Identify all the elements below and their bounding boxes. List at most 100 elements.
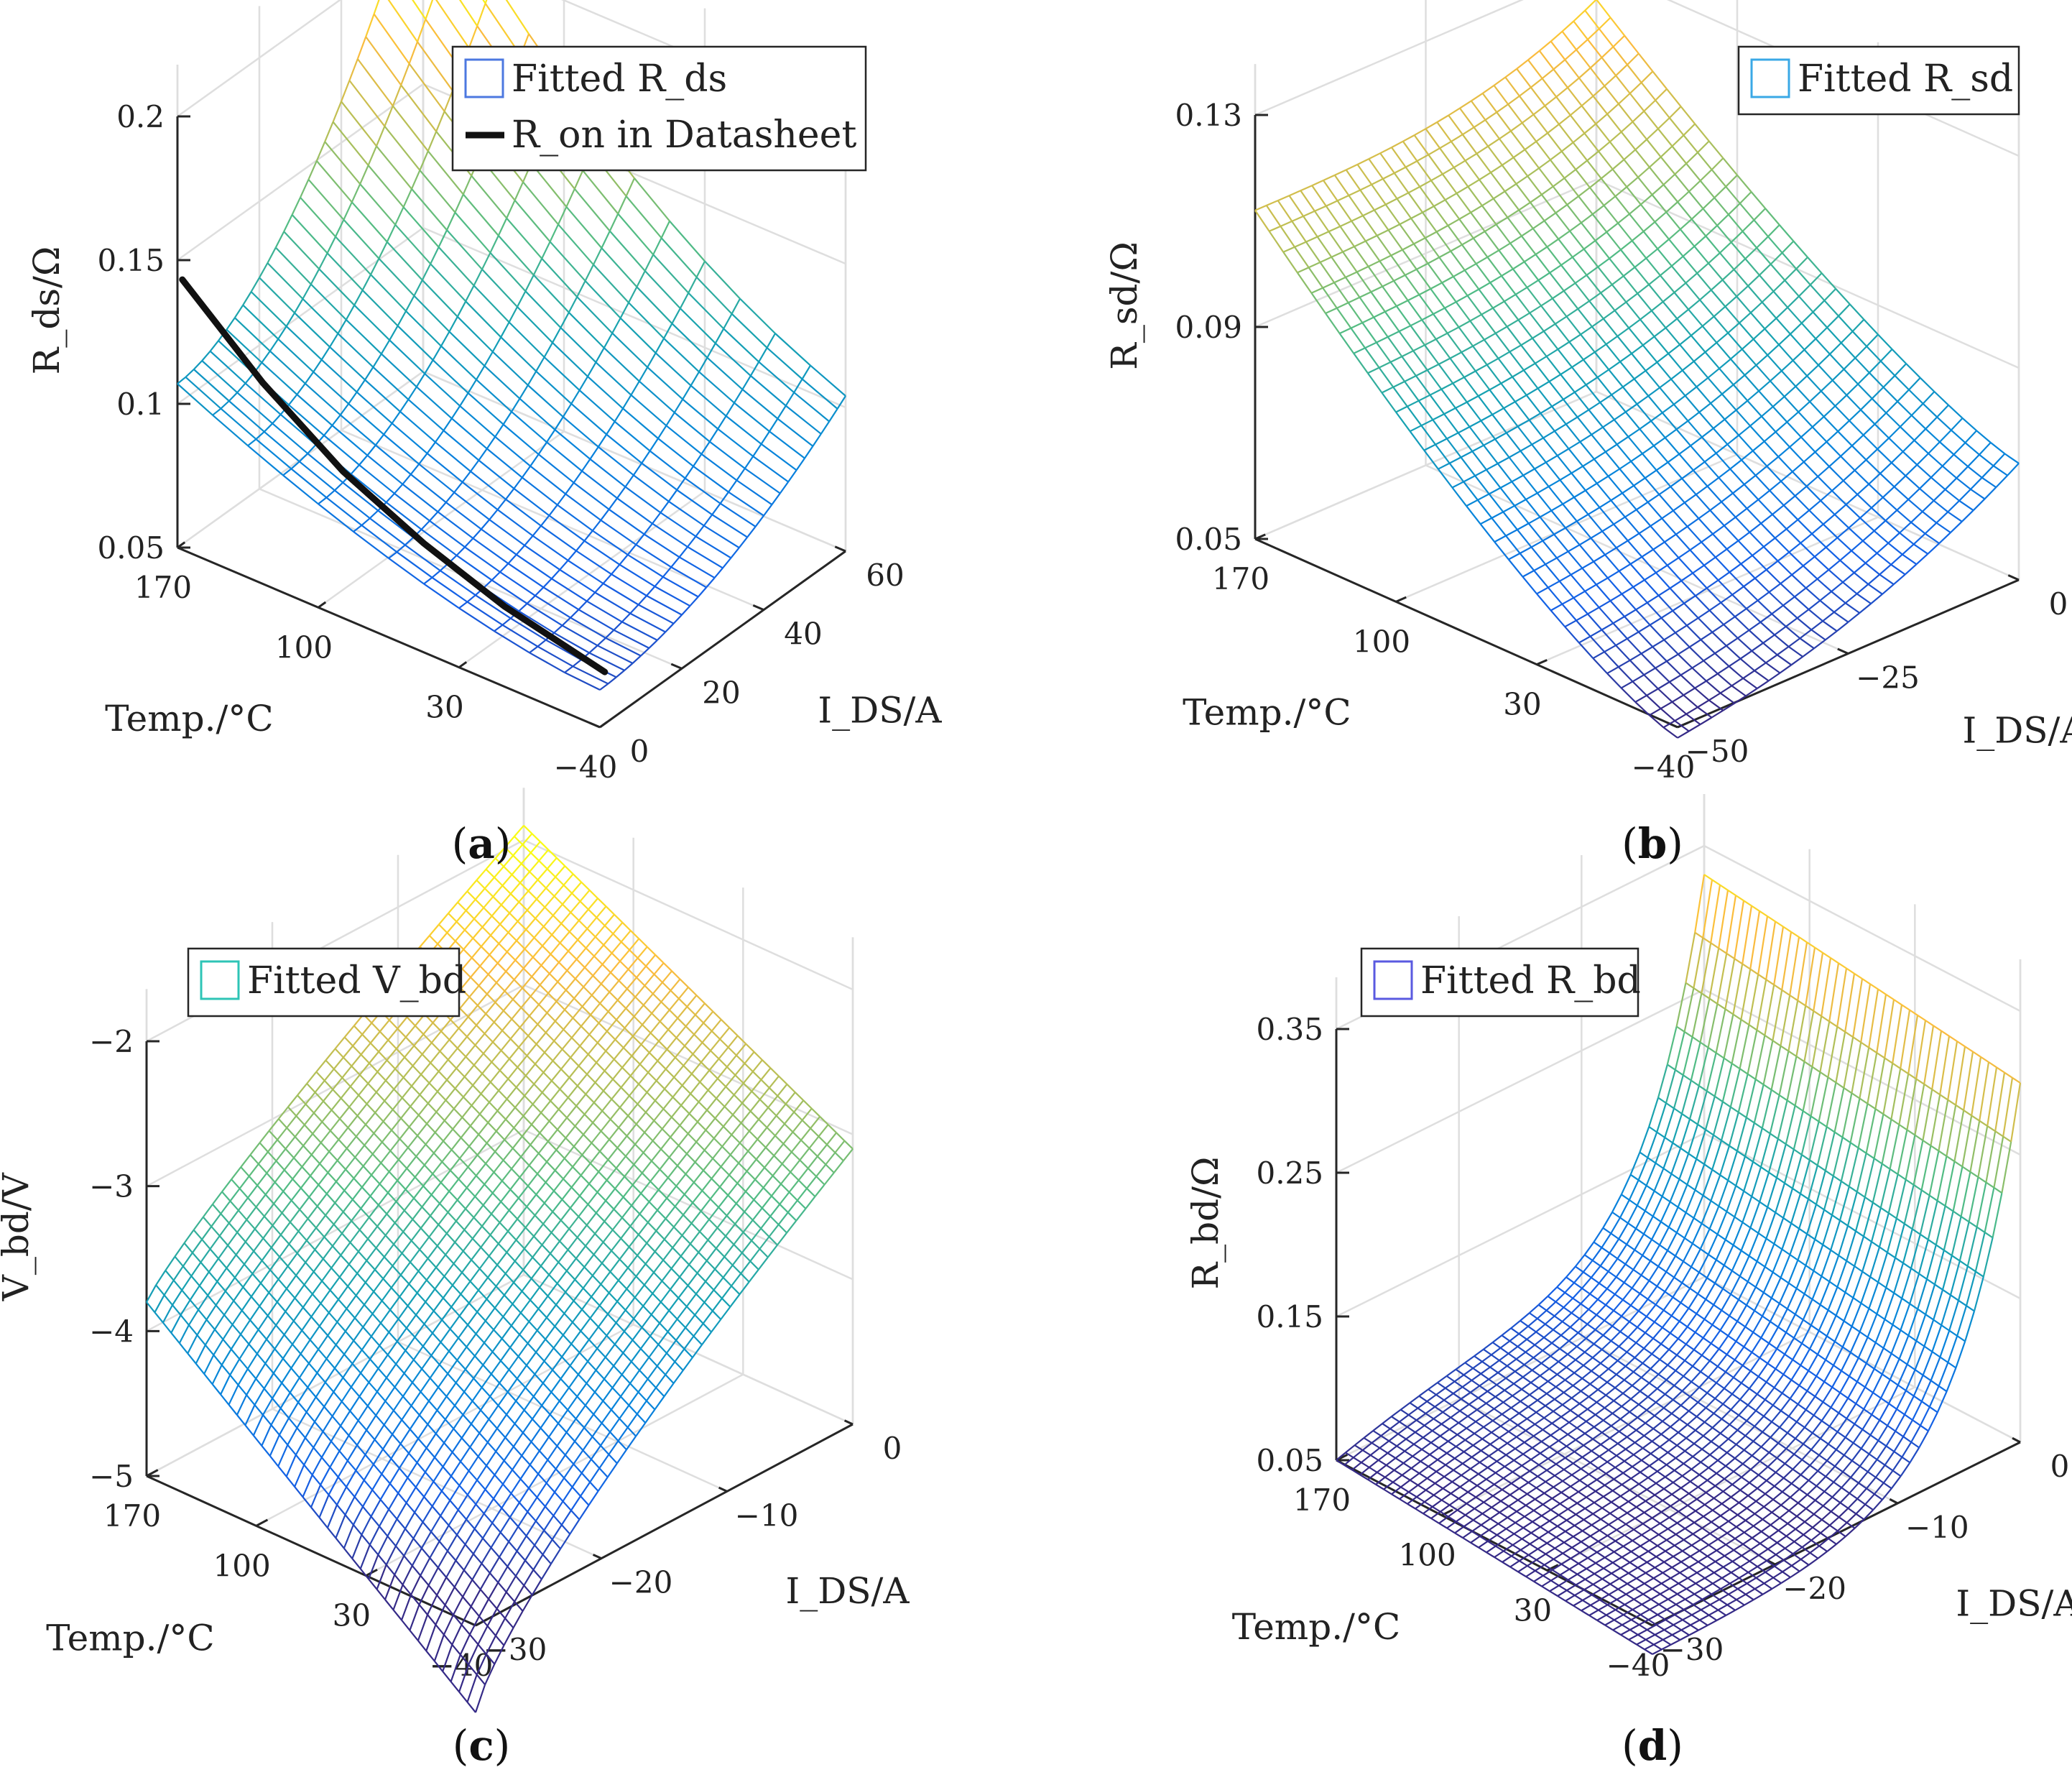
mesh-segment xyxy=(493,1498,503,1509)
mesh-segment xyxy=(606,1322,617,1337)
mesh-segment xyxy=(1463,377,1479,397)
mesh-segment xyxy=(440,331,450,347)
mesh-segment xyxy=(392,1609,402,1621)
mesh-segment xyxy=(538,849,550,862)
mesh-segment xyxy=(283,214,293,232)
mesh-segment xyxy=(1888,426,1901,439)
mesh-segment xyxy=(349,1229,361,1243)
mesh-segment xyxy=(621,1361,632,1375)
mesh-segment xyxy=(1682,245,1696,257)
mesh-segment xyxy=(1514,505,1530,525)
mesh-segment xyxy=(1308,267,1324,289)
mesh-segment xyxy=(1556,557,1572,576)
mesh-segment xyxy=(1451,481,1464,489)
mesh-segment xyxy=(1553,177,1565,188)
mesh-segment xyxy=(337,333,374,368)
mesh-segment xyxy=(410,1249,420,1263)
mesh-segment xyxy=(394,1386,404,1397)
mesh-segment xyxy=(1458,426,1471,434)
mesh-segment xyxy=(1729,459,1742,470)
mesh-segment xyxy=(506,217,543,259)
mesh-segment xyxy=(1713,305,1726,318)
mesh-segment xyxy=(540,1427,550,1438)
mesh-segment xyxy=(1723,616,1736,626)
mesh-segment xyxy=(365,14,375,37)
mesh-segment xyxy=(795,458,805,471)
mesh-segment xyxy=(1746,599,1759,609)
mesh-segment xyxy=(511,1156,522,1170)
mesh-segment xyxy=(438,1386,448,1397)
mesh-segment xyxy=(1585,377,1599,386)
mesh-segment xyxy=(672,1235,683,1248)
mesh-segment xyxy=(302,1133,314,1147)
mesh-segment xyxy=(1964,442,1980,456)
mesh-segment xyxy=(1734,608,1747,618)
mesh-segment xyxy=(521,1278,532,1292)
mesh-segment xyxy=(520,852,532,864)
mesh-segment xyxy=(1387,229,1403,251)
mesh-segment xyxy=(594,1378,605,1393)
mesh-segment xyxy=(1653,445,1669,463)
mesh-segment xyxy=(274,1348,284,1360)
mesh-segment xyxy=(564,671,601,691)
mesh-segment xyxy=(507,1378,518,1393)
mesh-segment xyxy=(181,1289,191,1301)
surface-mesh xyxy=(146,825,854,1713)
mesh-segment xyxy=(1572,132,1586,144)
mesh-segment xyxy=(1805,476,1819,487)
mesh-segment xyxy=(1765,662,1781,674)
mesh-segment xyxy=(489,235,499,254)
mesh-segment xyxy=(649,438,659,452)
mesh-segment xyxy=(1520,443,1532,452)
mesh-segment xyxy=(1799,629,1812,640)
mesh-segment xyxy=(1662,720,1675,729)
mesh-segment xyxy=(1412,344,1425,352)
mesh-segment xyxy=(348,1263,359,1274)
mesh-segment xyxy=(323,1068,335,1081)
mesh-segment xyxy=(1905,464,1918,476)
mesh-segment xyxy=(1419,180,1432,188)
mesh-segment xyxy=(236,1219,248,1233)
mesh-segment xyxy=(619,302,629,319)
mesh-segment xyxy=(246,1207,257,1220)
mesh-segment xyxy=(1744,258,1760,276)
mesh-segment xyxy=(471,1387,483,1402)
mesh-segment xyxy=(1840,445,1853,457)
mesh-segment xyxy=(456,1036,468,1049)
mesh-segment xyxy=(1540,405,1553,415)
mesh-segment xyxy=(1373,316,1389,338)
mesh-segment xyxy=(503,854,514,867)
current-axis-label: I_DS/A xyxy=(1962,710,2072,752)
mesh-segment xyxy=(587,1191,598,1205)
mesh-segment xyxy=(1399,223,1415,245)
mesh-segment xyxy=(406,1327,416,1338)
mesh-segment xyxy=(1684,395,1701,413)
mesh-segment xyxy=(619,949,631,962)
mesh-segment xyxy=(1675,632,1691,648)
mesh-segment xyxy=(1729,468,1745,485)
mesh-segment xyxy=(1331,251,1343,258)
mesh-segment xyxy=(1629,93,1645,112)
mesh-segment xyxy=(1752,555,1767,571)
mesh-segment xyxy=(250,291,287,327)
mesh-segment xyxy=(183,1229,195,1244)
mesh-segment xyxy=(1466,395,1479,403)
mesh-segment xyxy=(305,1240,316,1250)
mesh-segment xyxy=(1626,186,1642,206)
mesh-segment xyxy=(1788,551,1804,567)
mesh-segment xyxy=(336,1148,348,1161)
mesh-segment xyxy=(1555,204,1568,214)
mesh-segment xyxy=(551,578,588,602)
mesh-segment xyxy=(1681,469,1694,479)
mesh-segment xyxy=(200,1261,210,1273)
mesh-segment xyxy=(524,545,560,571)
mesh-segment xyxy=(351,1053,362,1067)
mesh-segment xyxy=(275,1148,287,1162)
mesh-segment xyxy=(1614,411,1627,421)
mesh-segment xyxy=(359,183,397,226)
mesh-segment xyxy=(1469,320,1485,341)
mesh-segment xyxy=(486,1465,496,1476)
mesh-segment xyxy=(410,1094,421,1107)
mesh-segment xyxy=(608,508,645,535)
mesh-segment xyxy=(567,550,577,561)
